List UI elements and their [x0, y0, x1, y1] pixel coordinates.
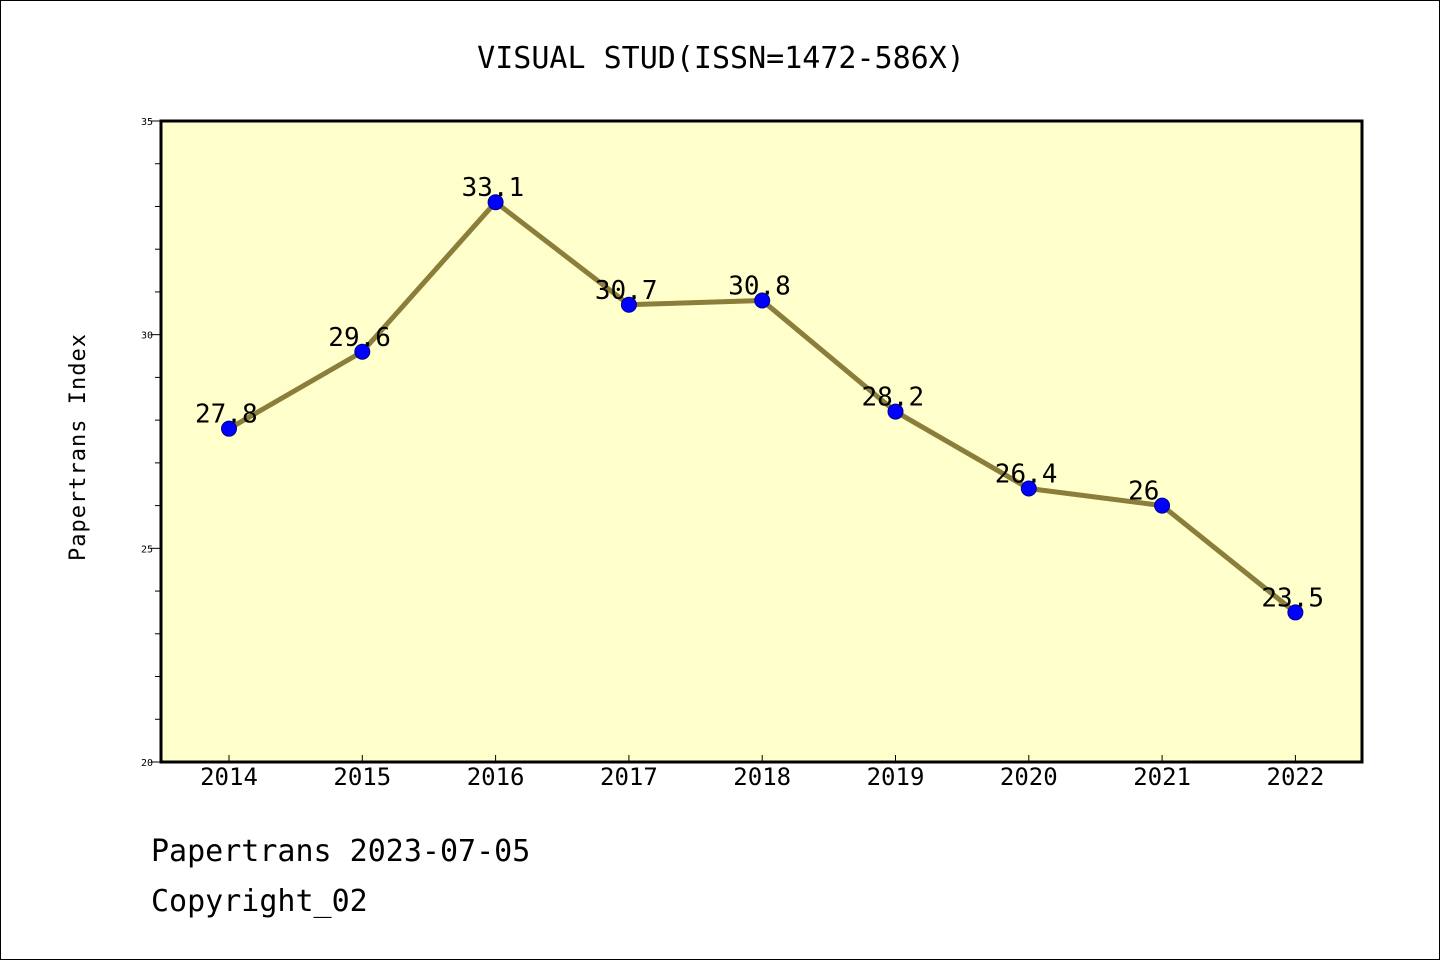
- x-tick-label: 2017: [600, 763, 658, 791]
- data-point: [1287, 604, 1304, 621]
- data-point: [221, 420, 237, 437]
- data-point: [1020, 480, 1037, 497]
- data-point: [354, 343, 371, 360]
- data-label: 30.7: [595, 276, 658, 306]
- y-axis: 20 25 30 35: [141, 117, 161, 769]
- x-tick-label: 2022: [1267, 763, 1325, 791]
- y-tick-label: 20: [141, 758, 153, 769]
- footer-source-date: Papertrans 2023-07-05: [151, 834, 531, 869]
- y-tick-label: 25: [141, 544, 153, 555]
- data-point: [754, 292, 771, 309]
- data-label: 26.4: [995, 460, 1058, 490]
- chart-title: VISUAL STUD(ISSN=1472-586X): [477, 41, 965, 76]
- x-tick-label: 2018: [733, 763, 791, 791]
- data-label: 26: [1128, 477, 1159, 507]
- x-tick-label: 2020: [1000, 763, 1058, 791]
- data-label: 27.8: [195, 400, 258, 430]
- x-tick-label: 2021: [1133, 763, 1191, 791]
- data-label: 23.5: [1261, 583, 1324, 613]
- data-point: [1154, 497, 1171, 514]
- y-tick-label: 30: [141, 331, 153, 342]
- y-tick-label: 35: [141, 117, 153, 128]
- plot-area: [159, 119, 1364, 764]
- data-label: 28.2: [862, 383, 925, 413]
- data-point: [487, 194, 504, 211]
- data-label: 29.6: [328, 323, 391, 353]
- x-tick-label: 2019: [867, 763, 925, 791]
- x-axis: 2014 2015 2016 2017 2018 2019 2020 2021 2022: [200, 755, 1324, 791]
- data-label-layer: 27.8 29.6 33.1 30.7 30.8 28.2 26.4 26 23.5: [195, 173, 1324, 613]
- data-point: [620, 296, 637, 313]
- y-axis-title: Papertrans Index: [66, 333, 91, 561]
- data-label: 33.1: [462, 173, 525, 203]
- x-tick-label: 2015: [333, 763, 391, 791]
- data-point: [887, 403, 904, 420]
- x-tick-label: 2016: [467, 763, 525, 791]
- marker-layer: [221, 194, 1304, 621]
- footer-copyright: Copyright_02: [151, 884, 368, 919]
- x-tick-label: 2014: [200, 763, 258, 791]
- data-label: 30.8: [728, 271, 791, 301]
